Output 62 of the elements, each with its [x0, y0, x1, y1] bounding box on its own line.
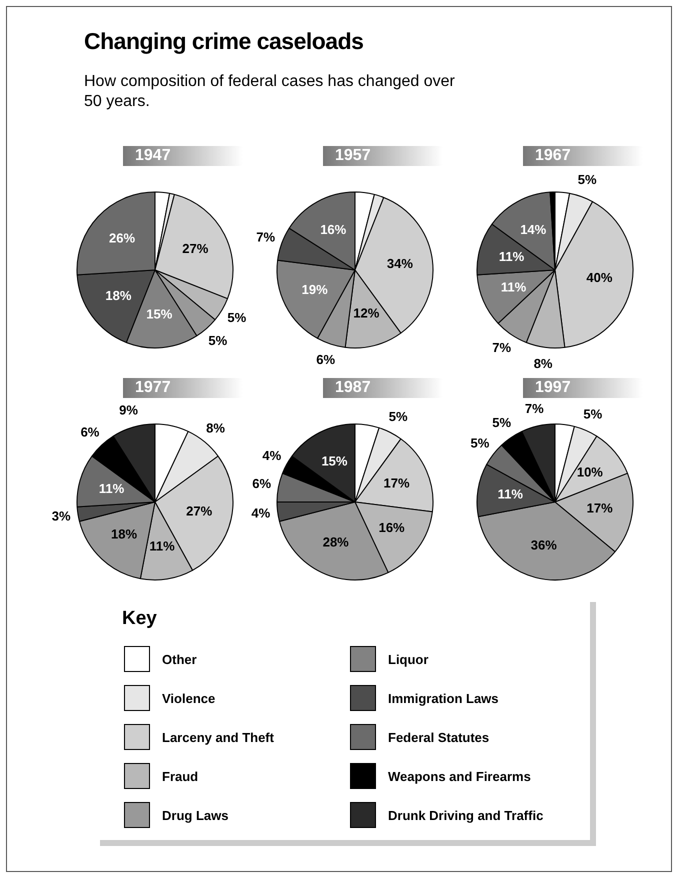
chart-subtitle: How composition of federal cases has changed over 50 years.: [84, 72, 456, 112]
data-label: 40%: [586, 270, 613, 286]
data-label: 26%: [109, 230, 136, 246]
legend-label: Immigration Laws: [388, 690, 499, 706]
data-label: 6%: [316, 352, 336, 367]
data-label: 7%: [256, 229, 276, 244]
data-label: 9%: [119, 402, 138, 418]
slice-label: 1987: [323, 378, 443, 398]
data-label: 5%: [227, 310, 247, 325]
data-label: 8%: [534, 356, 553, 371]
data-label: 15%: [321, 453, 348, 468]
data-label: 12%: [353, 305, 380, 320]
data-label: 6%: [80, 424, 100, 440]
data-label: 27%: [186, 503, 213, 518]
data-label: 14%: [520, 222, 547, 237]
data-label: 5%: [470, 435, 490, 450]
slice-label: 1977: [123, 378, 243, 398]
legend-label: Drug Laws: [162, 808, 228, 822]
slice-label: 1957: [323, 146, 443, 166]
data-label: 10%: [576, 464, 604, 480]
data-label: 17%: [586, 500, 614, 516]
legend-label: Federal Statutes: [388, 730, 490, 744]
data-label: 7%: [492, 340, 512, 356]
legend-label: Other: [162, 652, 197, 666]
data-label: 19%: [302, 282, 328, 298]
legend-label: Liquor: [388, 652, 428, 666]
legend-label: Fraud: [162, 768, 198, 784]
slice-label: 1947: [123, 146, 243, 166]
data-label: 5%: [578, 172, 598, 188]
data-label: 11%: [498, 248, 525, 264]
data-label: 5%: [388, 408, 408, 424]
data-label: 4%: [251, 505, 271, 520]
slice-label: 1967: [523, 146, 643, 166]
data-label: 27%: [182, 241, 209, 256]
data-label: 28%: [322, 534, 350, 550]
data-label: 11%: [98, 480, 125, 496]
data-label: 6%: [252, 476, 272, 491]
legend-label: Violence: [162, 690, 216, 706]
data-label: 11%: [500, 280, 527, 295]
data-label: 5%: [583, 406, 603, 422]
data-label: 11%: [149, 538, 176, 554]
chart-title: Changing crime caseloads: [84, 28, 364, 55]
data-label: 5%: [492, 415, 512, 430]
legend-label: Drunk Driving and Traffic: [388, 808, 544, 822]
data-label: 11%: [498, 486, 524, 502]
legend-label: Weapons and Firearms: [388, 768, 531, 784]
data-label: 16%: [320, 222, 347, 237]
data-label: 3%: [52, 508, 71, 524]
legend-label: Larceny and Theft: [162, 730, 274, 744]
data-label: 18%: [105, 288, 132, 304]
data-label: 18%: [111, 526, 138, 542]
data-label: 16%: [378, 520, 406, 536]
data-label: 34%: [386, 256, 414, 271]
legend-title: Key: [122, 608, 157, 630]
data-label: 17%: [384, 476, 410, 491]
data-label: 5%: [208, 332, 228, 348]
data-label: 7%: [524, 400, 544, 416]
data-label: 4%: [262, 448, 282, 463]
data-label: 15%: [146, 306, 173, 322]
data-label: 36%: [530, 537, 558, 552]
slice-label: 1997: [523, 378, 643, 398]
data-label: 8%: [206, 420, 226, 436]
